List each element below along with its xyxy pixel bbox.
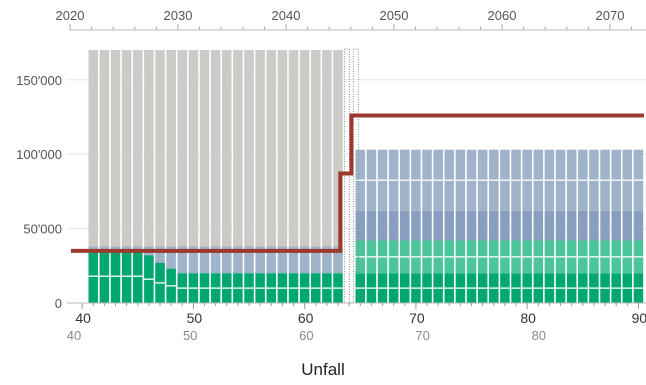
bar-segment-blue-mid [422,210,432,241]
bar-segment-blue-mid [466,210,477,241]
bar-segment-blue-mid [544,210,555,241]
bar-segment-blue [322,246,332,274]
age-tick-label: 90 [632,310,646,326]
year-tick-label: 2070 [596,8,625,23]
age-tick-label-secondary: 40 [67,328,81,343]
bar-segment-blue-mid [533,210,544,241]
bar-segment-gray [244,50,254,247]
bar-segment-blue-mid [611,210,621,241]
bar-segment-gray [277,50,288,247]
year-tick-label: 2050 [380,8,409,23]
bar-segment-blue [166,246,176,274]
bar-segment-blue [266,246,277,274]
bar-segment-blue-mid [566,210,577,241]
bar-segment-blue-mid [455,210,466,241]
bar-segment-blue [311,246,321,274]
age-tick-label-secondary: 50 [183,328,197,343]
bar-segment-blue-mid [578,210,588,241]
bar-segment-blue [277,246,288,274]
bar-segment-blue [233,246,243,274]
bar-segment-gray [233,50,243,247]
retirement-markers [343,48,359,304]
bar-segment-blue-mid [600,210,610,241]
axes: 0 50'000 100'000 150'000 2020 2030 2040 2050 206… [16,8,646,343]
bar-segment-blue-mid [377,210,388,241]
bar-segment-blue-mid [633,210,644,241]
year-tick-label: 2060 [488,8,517,23]
bar-segment-blue-mid [355,210,366,241]
bar-segment-blue [199,246,210,274]
bar-segment-blue [222,246,232,274]
bar-segment-blue-mid [477,210,488,241]
bar-segment-gray [199,50,210,247]
bar-segment-gray [188,50,199,247]
retirement-marker [352,48,359,304]
bar-segment-blue-mid [388,210,399,241]
bar-segment-blue [177,246,188,274]
red-line-series [71,113,644,253]
bar-segment-blue-mid [444,210,455,241]
year-tick-label: 2040 [272,8,301,23]
bar-segment-blue-mid [400,210,410,241]
bar-segment-gray [288,50,299,247]
bar-segment-blue [244,246,254,274]
bar-segment-blue [255,246,265,274]
age-tick-label: 70 [409,310,425,326]
bar-segment-gray [88,50,99,247]
bar-segment-blue-mid [366,210,377,241]
age-tick-label: 50 [187,310,203,326]
bar-segment-gray [311,50,321,247]
chart-caption: Unfall [301,360,345,379]
bar-segment-gray [210,50,221,247]
bar-segment-blue-mid [411,210,421,241]
y-tick-label: 150'000 [16,73,62,88]
bar-segment-blue-mid [522,210,532,241]
bar-segment-gray [177,50,188,247]
y-tick-label: 50'000 [23,222,62,237]
income-line [71,113,644,253]
bar-segment-gray [121,50,132,247]
year-tick-label: 2020 [56,8,85,23]
bar-segment-gray [155,50,165,247]
bar-segment-gray [222,50,232,247]
bar-segment-gray [299,50,310,247]
bar-segment-blue-mid [433,210,443,241]
bar-segment-gray [110,50,121,247]
bar-segment-blue [299,246,310,274]
bar-segment-blue [288,246,299,274]
bar-segment-gray [144,50,154,247]
bar-segment-blue-mid [511,210,521,241]
retirement-marker [343,48,350,304]
bar-segment-blue [333,246,343,274]
bar-segment-blue-mid [489,210,499,241]
bar-segment-blue-mid [500,210,510,241]
bar-segment-gray [132,50,143,247]
bar-segment-blue [188,246,199,274]
bar-segment-blue [210,246,221,274]
age-tick-label: 40 [75,310,91,326]
bar-segment-gray [333,50,343,247]
bar-segment-gray [322,50,332,247]
bar-segment-gray [255,50,265,247]
year-tick-label: 2030 [164,8,193,23]
bar-segment-blue-mid [622,210,633,241]
age-tick-label-secondary: 70 [415,328,429,343]
age-tick-label: 80 [520,310,536,326]
bar-segment-blue [155,246,165,274]
bar-segment-gray [99,50,110,247]
bar-segment-gray [166,50,176,247]
y-tick-label: 0 [55,296,62,311]
bars [88,50,644,303]
y-tick-label: 100'000 [16,147,62,162]
age-tick-label: 60 [298,310,314,326]
bar-segment-blue-mid [589,210,599,241]
age-tick-label-secondary: 80 [532,328,546,343]
age-tick-label-secondary: 60 [299,328,313,343]
bar-segment-blue-mid [555,210,566,241]
bar-segment-gray [266,50,277,247]
